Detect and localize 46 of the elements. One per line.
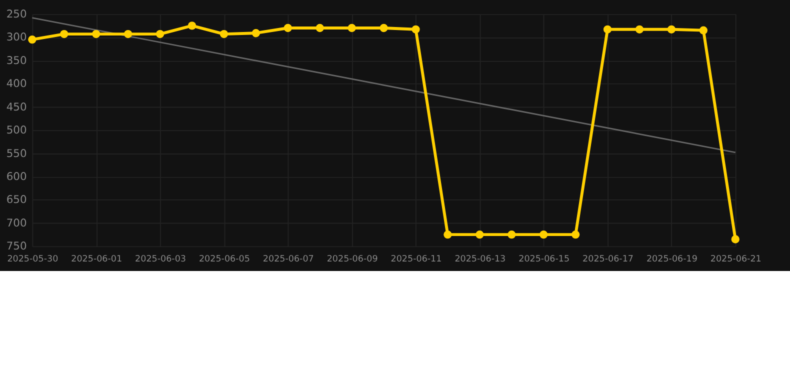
point bbox=[667, 25, 676, 34]
x-tick-label: 2025-06-19 bbox=[646, 254, 698, 264]
point bbox=[316, 24, 324, 32]
point bbox=[28, 36, 36, 44]
y-tick-label: 250 bbox=[6, 7, 27, 20]
point bbox=[571, 230, 580, 239]
x-tick-label: 2025-05-30 bbox=[7, 254, 58, 264]
x-tick-label: 2025-06-09 bbox=[326, 254, 378, 264]
y-tick-label: 550 bbox=[6, 146, 27, 160]
point bbox=[92, 30, 100, 38]
y-tick-label: 700 bbox=[6, 216, 27, 230]
y-tick-label: 500 bbox=[6, 124, 27, 137]
y-tick-label: 750 bbox=[6, 240, 27, 253]
x-tick-label: 2025-06-11 bbox=[390, 254, 442, 264]
point bbox=[731, 235, 740, 244]
y-tick-label: 450 bbox=[6, 100, 27, 114]
point bbox=[476, 230, 484, 239]
x-tick-label: 2025-06-05 bbox=[198, 254, 250, 264]
y-tick-label: 300 bbox=[6, 30, 27, 44]
point bbox=[508, 230, 516, 239]
point bbox=[252, 29, 260, 38]
x-tick-label: 2025-06-07 bbox=[262, 254, 314, 264]
x-tick-label: 2025-06-21 bbox=[710, 254, 762, 264]
x-tick-label: 2025-06-03 bbox=[135, 254, 186, 264]
point bbox=[284, 24, 292, 32]
point bbox=[540, 230, 548, 239]
x-tick-label: 2025-06-13 bbox=[454, 254, 506, 264]
point bbox=[444, 230, 452, 239]
point bbox=[380, 24, 388, 32]
x-tick-label: 2025-06-17 bbox=[582, 254, 634, 264]
y-tick-label: 600 bbox=[6, 170, 27, 183]
point bbox=[220, 30, 228, 38]
point bbox=[699, 26, 708, 34]
y-tick-label: 400 bbox=[6, 77, 27, 90]
point bbox=[412, 25, 420, 34]
point bbox=[635, 25, 644, 34]
y-tick-label: 350 bbox=[6, 54, 27, 67]
point bbox=[60, 30, 68, 38]
point bbox=[348, 24, 356, 32]
x-tick-label: 2025-06-01 bbox=[71, 254, 122, 264]
point bbox=[188, 22, 196, 30]
point bbox=[124, 30, 132, 38]
point bbox=[603, 25, 612, 34]
y-tick-label: 650 bbox=[6, 193, 27, 206]
x-tick-label: 2025-06-15 bbox=[518, 254, 570, 264]
point bbox=[156, 30, 164, 38]
